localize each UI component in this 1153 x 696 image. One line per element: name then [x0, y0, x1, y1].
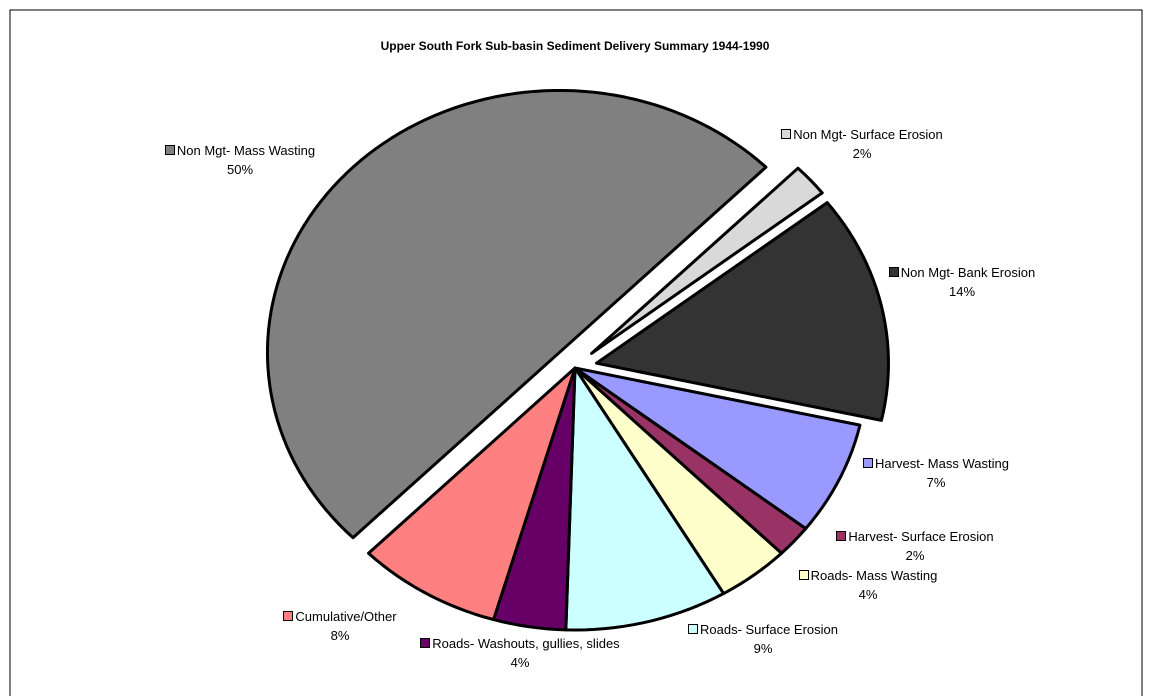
- slice-name: Non Mgt- Bank Erosion: [900, 265, 1036, 280]
- slice-name: Harvest- Surface Erosion: [848, 529, 994, 544]
- slice-label: Non Mgt- Surface Erosion 2%: [712, 125, 1012, 163]
- slice-percent: 2%: [905, 548, 925, 563]
- slice-name: Roads- Mass Wasting: [810, 568, 938, 583]
- chart-title: Upper South Fork Sub-basin Sediment Deli…: [381, 39, 770, 53]
- slice-percent: 7%: [926, 475, 946, 490]
- slice-name: Cumulative/Other: [295, 609, 397, 624]
- slice-name: Non Mgt- Mass Wasting: [176, 143, 316, 158]
- slice-percent: 50%: [226, 162, 254, 177]
- slice-label: Roads- Mass Wasting 4%: [718, 566, 1018, 604]
- pie-slice: [573, 366, 783, 596]
- slice-label: Roads- Washouts, gullies, slides 4%: [410, 634, 630, 672]
- pie-slice: [564, 366, 726, 632]
- slice-label: Harvest- Surface Erosion 2%: [765, 527, 1065, 565]
- slice-label: Roads- Surface Erosion 9%: [613, 620, 913, 658]
- pie-slice: [367, 366, 577, 622]
- legend-marker: [420, 638, 431, 648]
- slice-name: Harvest- Mass Wasting: [875, 456, 1009, 471]
- pie-slice: [594, 201, 890, 422]
- legend-marker: [863, 458, 874, 468]
- slice-label: Non Mgt- Mass Wasting 50%: [90, 141, 390, 179]
- legend-marker: [781, 129, 792, 139]
- legend-marker: [836, 531, 847, 541]
- slice-label: Non Mgt- Bank Erosion 14%: [812, 263, 1112, 301]
- pie-slice: [573, 366, 862, 531]
- legend-marker: [164, 145, 175, 155]
- slice-percent: 9%: [753, 641, 773, 656]
- slice-percent: 4%: [510, 655, 530, 670]
- slice-percent: 4%: [858, 587, 878, 602]
- legend-marker: [888, 267, 899, 277]
- pie-slice: [590, 166, 824, 355]
- slice-percent: 8%: [330, 628, 350, 643]
- slice-percent: 14%: [948, 284, 976, 299]
- slice-name: Non Mgt- Surface Erosion: [793, 127, 943, 142]
- slice-percent: 2%: [852, 146, 872, 161]
- legend-marker: [687, 624, 698, 634]
- slice-label: Cumulative/Other 8%: [190, 607, 490, 645]
- slice-label: Harvest- Mass Wasting 7%: [786, 454, 1086, 492]
- legend-marker: [283, 611, 294, 621]
- pie-slice: [265, 88, 768, 540]
- slice-name: Roads- Washouts, gullies, slides: [432, 636, 620, 651]
- legend-marker: [798, 570, 809, 580]
- slice-name: Roads- Surface Erosion: [699, 622, 838, 637]
